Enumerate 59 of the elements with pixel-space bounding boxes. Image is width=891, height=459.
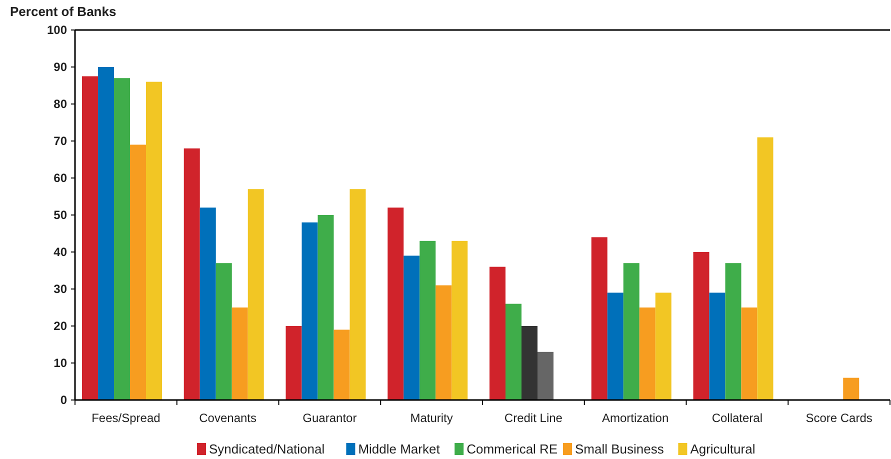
bar — [639, 308, 656, 400]
bar — [232, 308, 248, 400]
legend-label: Agricultural — [690, 442, 756, 457]
y-tick-label: 60 — [54, 171, 68, 186]
x-tick-label: Fees/Spread — [92, 411, 160, 425]
y-tick-label: 100 — [46, 23, 68, 38]
x-tick-label: Guarantor — [302, 411, 357, 425]
y-tick-label: 70 — [54, 134, 68, 148]
bar — [98, 67, 114, 400]
bar — [655, 292, 672, 400]
bar — [420, 240, 436, 400]
bar — [286, 326, 302, 400]
x-tick-label: Collateral — [712, 411, 763, 425]
bar — [591, 237, 608, 400]
bar — [200, 208, 216, 400]
y-tick-label: 40 — [54, 245, 68, 260]
legend-label: Commerical RE — [466, 442, 558, 457]
bar — [741, 308, 758, 400]
bar — [114, 78, 130, 400]
y-tick-label: 30 — [54, 282, 68, 296]
bar — [693, 252, 710, 400]
bar — [82, 76, 98, 400]
y-tick-label: 20 — [54, 319, 68, 334]
bar — [725, 263, 742, 400]
bar — [216, 263, 232, 400]
bar — [130, 144, 146, 400]
bar — [452, 240, 468, 400]
bar — [302, 222, 318, 400]
legend-label: Middle Market — [358, 442, 440, 457]
y-tick-label: 10 — [54, 356, 68, 370]
x-tick-label: Maturity — [410, 411, 453, 425]
x-tick-label: Amortization — [602, 411, 669, 425]
bar — [709, 292, 726, 400]
legend-label: Small Business — [575, 442, 664, 457]
x-tick-label: Score Cards — [806, 411, 872, 425]
y-tick-label: 90 — [54, 60, 68, 74]
bar — [350, 189, 366, 400]
y-tick-label: 80 — [54, 97, 68, 112]
bar — [388, 208, 404, 400]
bar — [146, 82, 162, 400]
y-tick-label: 50 — [54, 208, 68, 222]
bar — [248, 189, 264, 400]
x-tick-label: Credit Line — [504, 411, 563, 425]
bar — [757, 137, 774, 400]
y-axis-title: Percent of Banks — [10, 4, 116, 19]
x-tick-label: Covenants — [199, 411, 256, 425]
bar — [184, 148, 200, 400]
y-tick-label: 0 — [60, 393, 68, 408]
bar — [538, 352, 554, 400]
bar — [522, 326, 538, 400]
bar — [404, 256, 420, 400]
bar — [490, 266, 506, 400]
bar — [607, 292, 624, 400]
legend-label: Syndicated/National — [209, 442, 325, 457]
bar — [334, 330, 350, 400]
bar — [436, 285, 452, 400]
bar — [843, 378, 860, 400]
bar — [623, 263, 640, 400]
bar — [318, 215, 334, 400]
